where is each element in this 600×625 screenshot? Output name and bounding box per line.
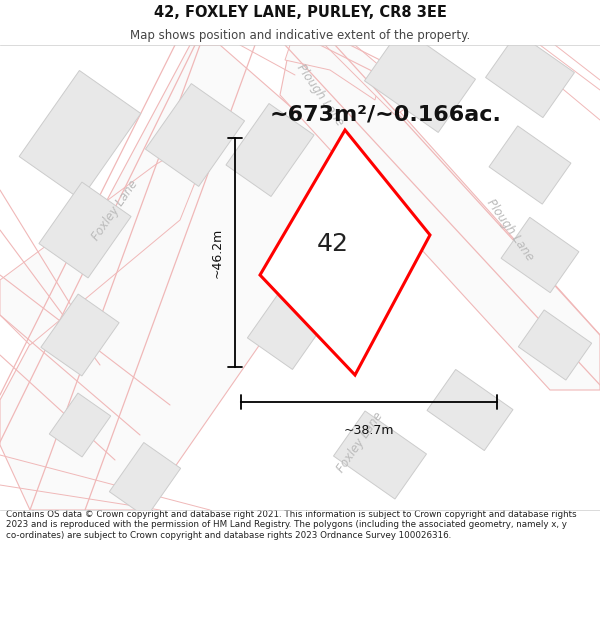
Polygon shape [41,294,119,376]
Polygon shape [49,393,111,457]
Polygon shape [501,217,579,292]
Polygon shape [145,84,245,186]
Text: 42: 42 [317,232,349,256]
Polygon shape [247,281,332,369]
Polygon shape [285,45,380,100]
Text: Map shows position and indicative extent of the property.: Map shows position and indicative extent… [130,29,470,42]
Text: Plough Lane: Plough Lane [484,197,536,263]
Polygon shape [364,28,476,132]
Polygon shape [518,310,592,380]
Text: ~673m²/~0.166ac.: ~673m²/~0.166ac. [270,105,502,125]
Text: ~46.2m: ~46.2m [211,228,223,278]
Text: Foxley Lane: Foxley Lane [334,409,386,475]
Polygon shape [489,126,571,204]
Polygon shape [427,369,513,451]
Polygon shape [334,411,427,499]
Polygon shape [109,442,181,518]
Polygon shape [260,130,430,375]
Polygon shape [0,150,200,345]
Text: Foxley Lane: Foxley Lane [89,177,140,242]
Text: Plough Lane: Plough Lane [294,62,346,128]
Polygon shape [325,45,420,115]
Polygon shape [39,182,131,278]
Polygon shape [280,45,600,390]
Text: ~38.7m: ~38.7m [344,424,394,436]
Polygon shape [0,45,360,510]
Text: Contains OS data © Crown copyright and database right 2021. This information is : Contains OS data © Crown copyright and d… [6,510,577,540]
Polygon shape [485,32,574,118]
Polygon shape [19,71,141,199]
Text: 42, FOXLEY LANE, PURLEY, CR8 3EE: 42, FOXLEY LANE, PURLEY, CR8 3EE [154,5,446,20]
Polygon shape [226,104,314,196]
